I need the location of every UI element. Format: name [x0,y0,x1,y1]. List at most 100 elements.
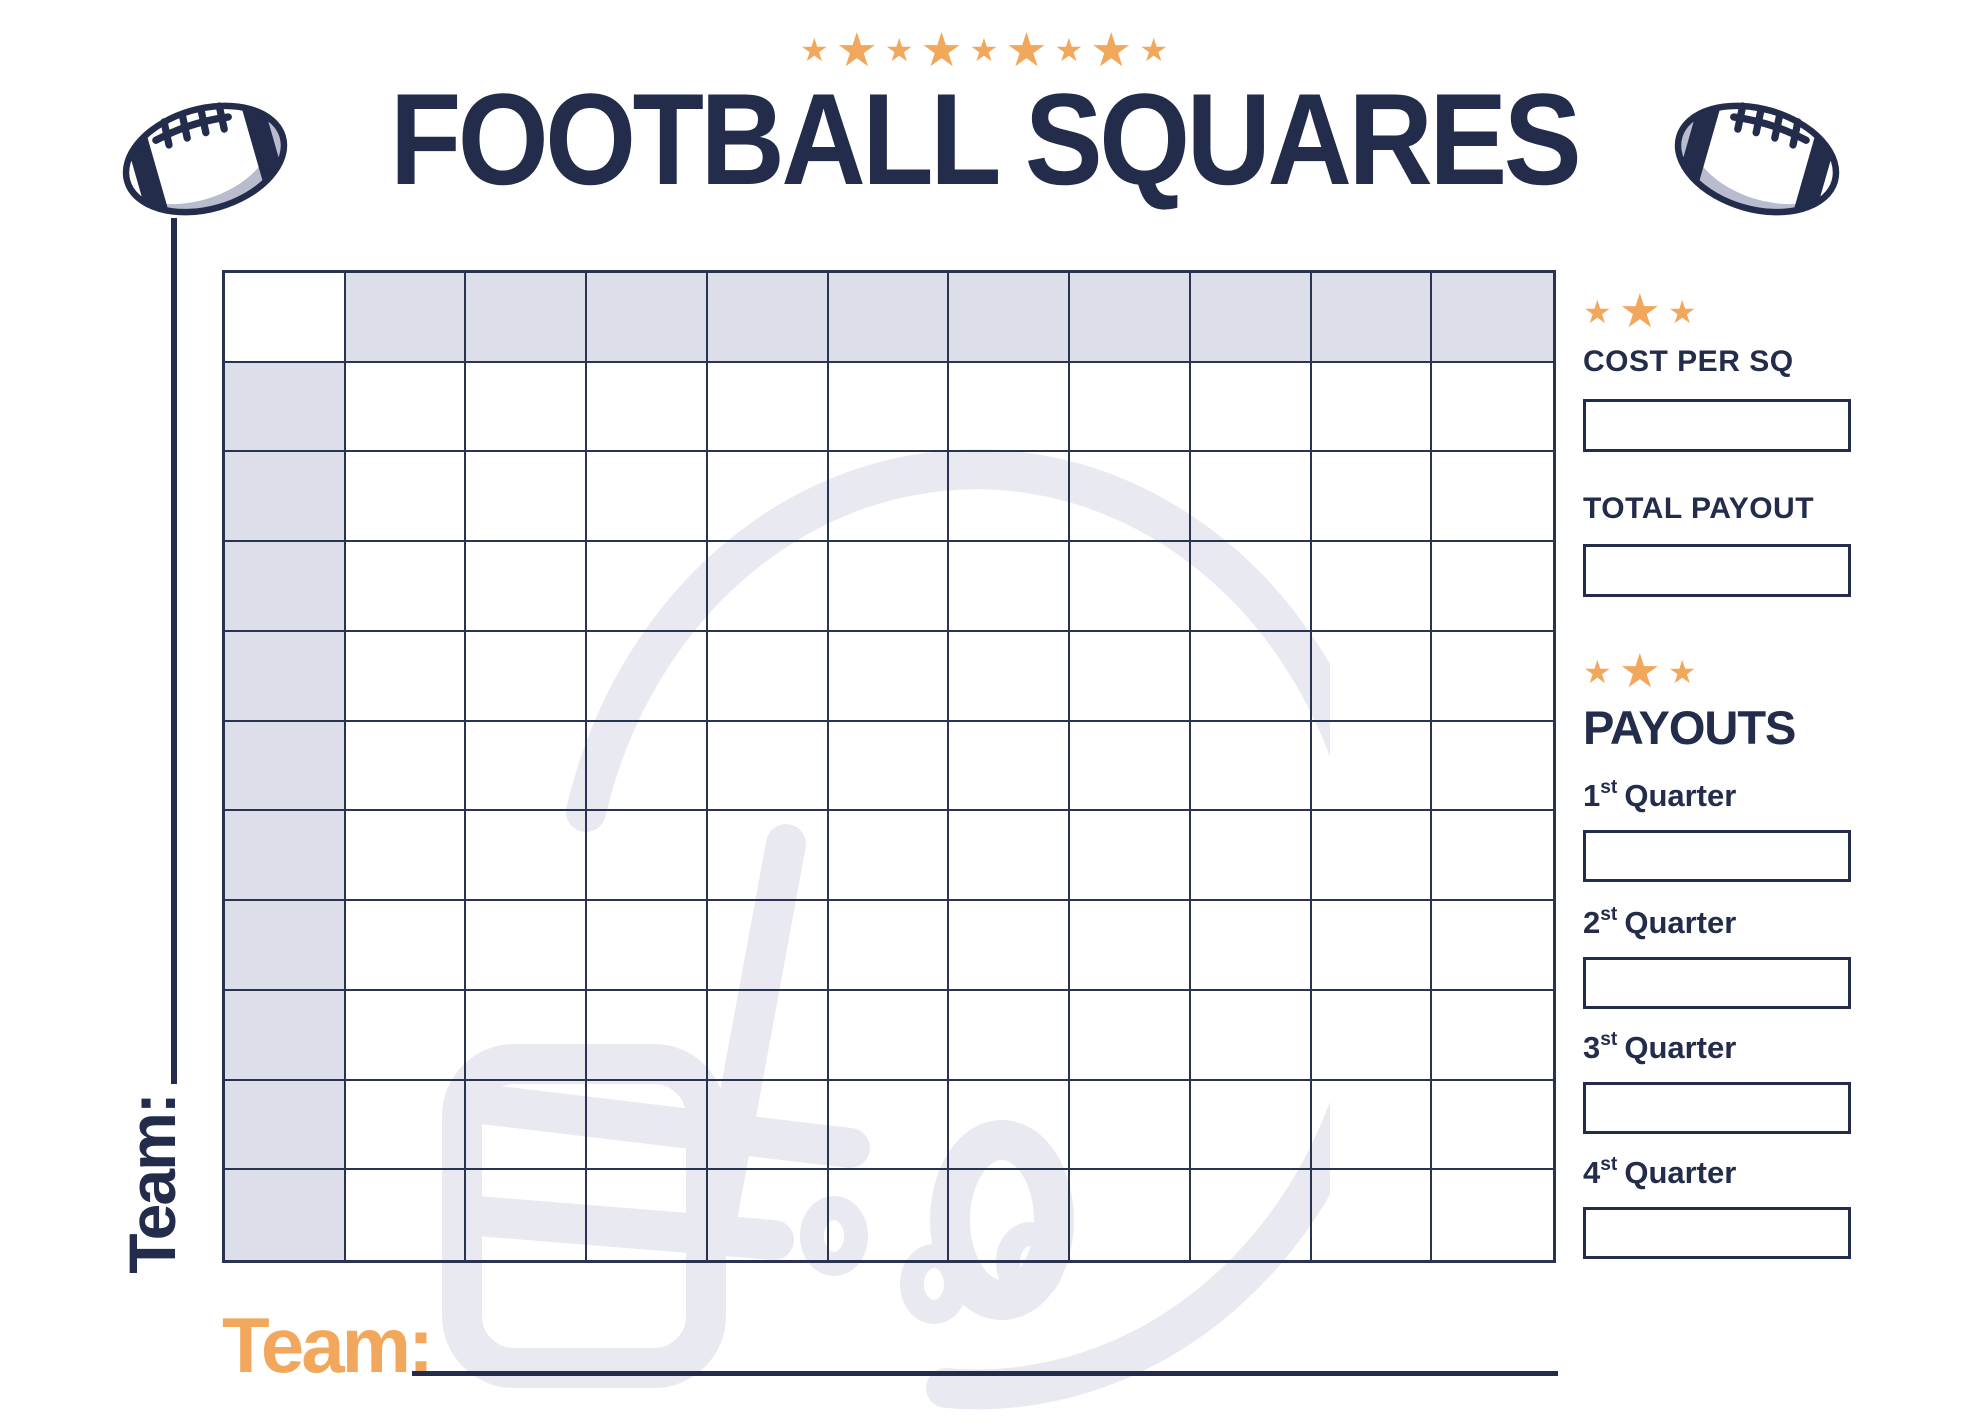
grid-cell[interactable] [707,990,829,1081]
grid-cell[interactable] [828,1080,950,1171]
grid-cell[interactable] [1190,901,1312,991]
grid-cell[interactable] [949,811,1071,902]
grid-cell[interactable] [345,1080,467,1171]
grid-cell[interactable] [466,811,588,902]
grid-cell[interactable] [829,1170,950,1260]
grid-cell[interactable] [1432,811,1553,902]
grid-cell[interactable] [1432,363,1553,453]
grid-cell[interactable] [949,362,1071,453]
grid-cell[interactable] [1070,452,1191,543]
grid-cell[interactable] [707,542,829,632]
grid-cell[interactable] [707,1080,829,1171]
grid-cell[interactable] [345,990,467,1081]
grid-cell[interactable] [1070,542,1191,632]
grid-cell[interactable] [949,1080,1071,1171]
quarter-1-payout-input[interactable] [1583,830,1851,882]
grid-cell[interactable] [345,542,467,632]
grid-cell[interactable] [345,631,467,722]
row-header-cell[interactable] [225,990,346,1081]
grid-cell[interactable] [466,452,588,543]
grid-cell[interactable] [1311,631,1433,722]
grid-cell[interactable] [828,990,950,1081]
grid-cell[interactable] [1190,452,1312,543]
grid-cell[interactable] [1311,990,1433,1081]
grid-cell[interactable] [1070,362,1191,453]
column-header-cell[interactable] [828,273,950,363]
row-header-cell[interactable] [225,1170,346,1260]
grid-cell[interactable] [1432,542,1553,632]
grid-cell[interactable] [949,990,1071,1081]
grid-cell[interactable] [587,452,708,543]
grid-cell[interactable] [1311,362,1433,453]
column-header-cell[interactable] [1190,273,1312,363]
grid-cell[interactable] [1190,990,1312,1081]
grid-cell[interactable] [587,631,708,722]
grid-cell[interactable] [466,990,588,1081]
grid-cell[interactable] [466,1170,588,1260]
grid-cell[interactable] [587,1170,708,1260]
grid-cell[interactable] [587,721,708,812]
grid-cell[interactable] [1070,990,1191,1081]
grid-cell[interactable] [1311,721,1433,812]
grid-cell[interactable] [1070,631,1191,722]
grid-cell[interactable] [828,362,950,453]
corner-cell[interactable] [225,273,346,363]
grid-cell[interactable] [707,631,829,722]
grid-cell[interactable] [345,452,467,543]
grid-cell[interactable] [949,631,1071,722]
team-name-line[interactable] [412,1371,1558,1376]
column-header-cell[interactable] [1070,273,1191,363]
quarter-3-payout-input[interactable] [1583,1082,1851,1134]
grid-cell[interactable] [1432,1170,1553,1260]
grid-cell[interactable] [828,631,950,722]
grid-cell[interactable] [1311,1080,1433,1171]
grid-cell[interactable] [1311,811,1433,902]
row-header-cell[interactable] [225,721,346,812]
grid-cell[interactable] [828,811,950,902]
grid-cell[interactable] [1432,632,1553,722]
column-header-cell[interactable] [466,273,588,363]
grid-cell[interactable] [1190,811,1312,902]
grid-cell[interactable] [828,721,950,812]
column-header-cell[interactable] [587,273,708,363]
grid-cell[interactable] [949,901,1071,991]
grid-cell[interactable] [1191,1170,1312,1260]
column-header-cell[interactable] [949,273,1071,363]
grid-cell[interactable] [587,542,708,632]
column-header-cell[interactable] [707,273,829,363]
row-header-cell[interactable] [225,901,346,991]
grid-cell[interactable] [949,1170,1071,1260]
grid-cell[interactable] [587,362,708,453]
grid-cell[interactable] [708,1170,829,1260]
grid-cell[interactable] [345,362,467,453]
row-header-cell[interactable] [225,631,346,722]
grid-cell[interactable] [345,811,467,902]
grid-cell[interactable] [1312,1170,1433,1260]
total-payout-input[interactable] [1583,544,1851,597]
grid-cell[interactable] [1432,452,1553,543]
grid-cell[interactable] [466,631,588,722]
grid-cell[interactable] [1190,1080,1312,1171]
quarter-4-payout-input[interactable] [1583,1207,1851,1259]
row-header-cell[interactable] [225,452,346,543]
grid-cell[interactable] [587,901,708,991]
grid-cell[interactable] [345,721,467,812]
row-header-cell[interactable] [225,362,346,453]
grid-cell[interactable] [466,721,588,812]
grid-cell[interactable] [1190,721,1312,812]
column-header-cell[interactable] [1311,273,1433,363]
grid-cell[interactable] [587,990,708,1081]
grid-cell[interactable] [1432,991,1553,1081]
grid-cell[interactable] [1070,721,1191,812]
grid-cell[interactable] [1070,811,1191,902]
grid-cell[interactable] [828,452,950,543]
column-header-cell[interactable] [1432,273,1553,363]
grid-cell[interactable] [466,1080,588,1171]
grid-cell[interactable] [1311,542,1433,632]
row-header-cell[interactable] [225,1080,346,1171]
grid-cell[interactable] [1190,631,1312,722]
grid-cell[interactable] [949,542,1071,632]
grid-cell[interactable] [346,1170,467,1260]
grid-cell[interactable] [1190,362,1312,453]
grid-cell[interactable] [949,452,1071,543]
